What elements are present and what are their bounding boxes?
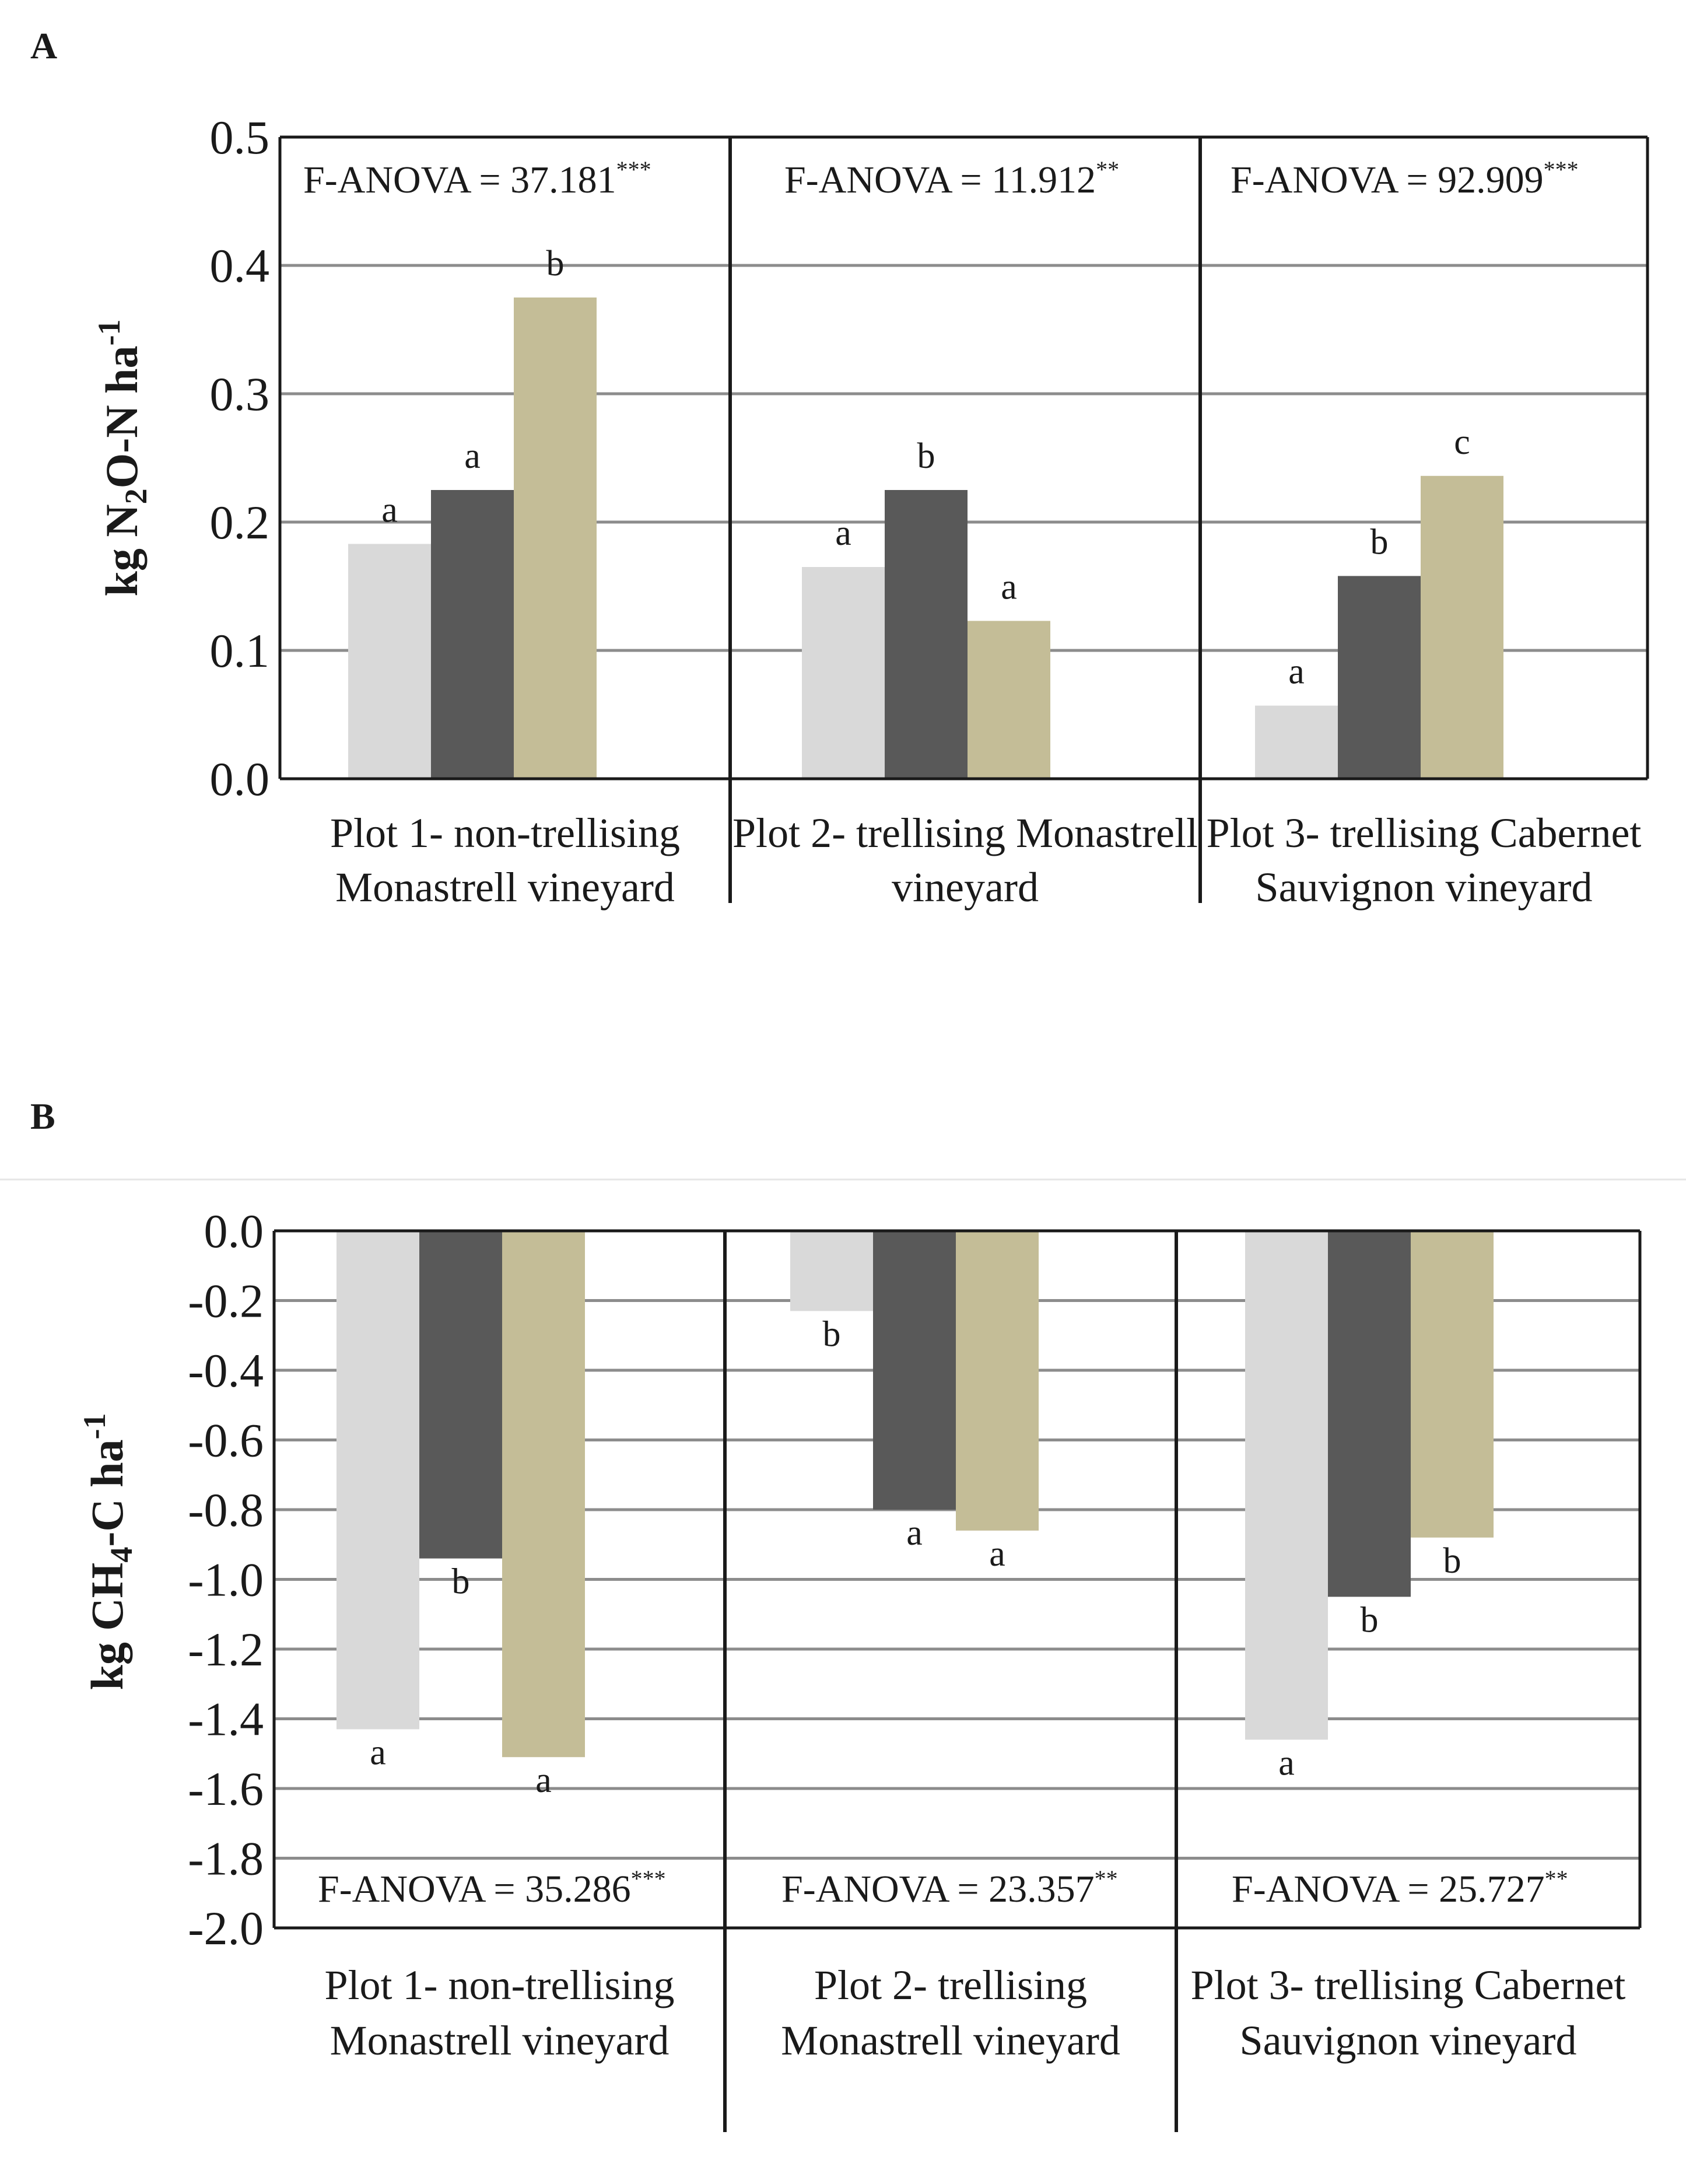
significance-letter: a	[906, 1513, 923, 1553]
significance-letter: b	[452, 1562, 470, 1602]
category-label: Monastrell vineyard	[781, 2017, 1120, 2064]
category-label: vineyard	[892, 864, 1039, 911]
significance-letter: b	[1370, 522, 1389, 562]
bar-series-1	[348, 544, 431, 779]
category-label: Plot 2- trellising	[814, 1962, 1087, 2008]
y-tick-label: -0.8	[188, 1483, 264, 1536]
chart-panel-b: B 0.0 -0.2 -0.4 -0.6 -0.8 -1.0 -1.2 -1.4 -1.6 -1.8…	[30, 1096, 1642, 2132]
bar-series-2	[873, 1231, 956, 1510]
chart-panel-a: A 0.0 0.1 0.2 0.3 0.4 0.5 a a a a b b b a c F-ANOVA = 37…	[30, 25, 1649, 911]
category-label: Monastrell vineyard	[335, 864, 675, 911]
y-tick-label: -0.6	[188, 1414, 264, 1467]
category-label: Plot 3- trellising Cabernet	[1207, 810, 1642, 856]
significance-letter: a	[989, 1534, 1005, 1574]
anova-stars: **	[1096, 156, 1119, 183]
y-axis-title: kg CH4-C ha-1	[77, 1413, 139, 1690]
significance-letter: a	[535, 1760, 552, 1800]
y-tick-label: -1.6	[188, 1762, 264, 1815]
y-tick-label: -1.4	[188, 1693, 264, 1746]
anova-stars: **	[1095, 1866, 1118, 1892]
significance-letter: a	[370, 1732, 386, 1772]
bar-series-3	[956, 1231, 1039, 1531]
y-tick-label: 0.4	[210, 239, 270, 292]
category-label: Plot 3- trellising Cabernet	[1191, 1962, 1626, 2008]
bar-series-1	[802, 567, 885, 779]
category-label: Plot 1- non-trellising	[330, 810, 680, 856]
anova-label: F-ANOVA = 37.181***	[303, 156, 651, 201]
significance-letter: a	[835, 513, 851, 553]
bar-series-1	[790, 1231, 873, 1311]
bar-series-1	[337, 1231, 419, 1730]
panel-letter: A	[30, 25, 57, 66]
bar-series-1	[1245, 1231, 1328, 1740]
category-label: Sauvignon vineyard	[1256, 864, 1593, 911]
y-tick-label: -2.0	[188, 1902, 264, 1955]
category-label: Plot 1- non-trellising	[325, 1962, 675, 2008]
bar-series-3	[1421, 475, 1503, 779]
anova-stars: ***	[1544, 156, 1579, 183]
bar-series-3	[1411, 1231, 1494, 1538]
y-axis-title: kg N2O-N ha-1	[92, 319, 153, 596]
y-tick-label: 0.0	[210, 752, 270, 806]
significance-letter: a	[464, 436, 481, 476]
significance-letter: b	[1443, 1541, 1461, 1581]
anova-stars: **	[1545, 1866, 1568, 1892]
anova-label: F-ANOVA = 92.909***	[1231, 156, 1579, 201]
significance-letter: a	[1288, 652, 1305, 692]
y-tick-label: 0.5	[210, 111, 270, 164]
bar-series-2	[885, 490, 968, 779]
bar-series-1	[1255, 705, 1338, 779]
y-tick-label: 0.1	[210, 624, 270, 677]
bar-series-2	[1338, 576, 1421, 779]
significance-letter: a	[1001, 567, 1017, 607]
y-tick-label: -0.4	[188, 1344, 264, 1397]
significance-letter: b	[546, 244, 565, 284]
bar-series-3	[968, 621, 1050, 779]
anova-label: F-ANOVA = 25.727**	[1232, 1866, 1568, 1910]
category-label: Monastrell vineyard	[330, 2017, 670, 2064]
anova-stars: ***	[631, 1866, 666, 1892]
significance-letter: a	[381, 490, 398, 530]
significance-letter: c	[1454, 422, 1470, 462]
y-tick-label: -1.0	[188, 1553, 264, 1606]
bar-series-2	[1328, 1231, 1411, 1597]
significance-letter: b	[823, 1314, 841, 1354]
bar-series-2	[419, 1231, 502, 1559]
bar-series-2	[431, 490, 514, 779]
category-label: Plot 2- trellising Monastrell	[732, 810, 1198, 856]
panel-letter: B	[30, 1096, 55, 1137]
y-tick-label: 0.2	[210, 496, 270, 549]
bar-series-3	[502, 1231, 585, 1758]
y-tick-label: 0.0	[204, 1205, 264, 1258]
y-tick-label: -0.2	[188, 1275, 264, 1328]
bar-series-3	[514, 298, 597, 779]
significance-letter: a	[1278, 1743, 1295, 1783]
category-label: Sauvignon vineyard	[1240, 2017, 1577, 2064]
significance-letter: b	[1361, 1600, 1379, 1640]
anova-label: F-ANOVA = 11.912**	[784, 156, 1119, 201]
anova-label: F-ANOVA = 35.286***	[318, 1866, 666, 1910]
anova-label: F-ANOVA = 23.357**	[781, 1866, 1118, 1910]
anova-stars: ***	[616, 156, 651, 183]
significance-letter: b	[917, 436, 935, 476]
y-tick-label: -1.8	[188, 1832, 264, 1885]
y-tick-label: -1.2	[188, 1623, 264, 1676]
y-tick-label: 0.3	[210, 368, 270, 421]
